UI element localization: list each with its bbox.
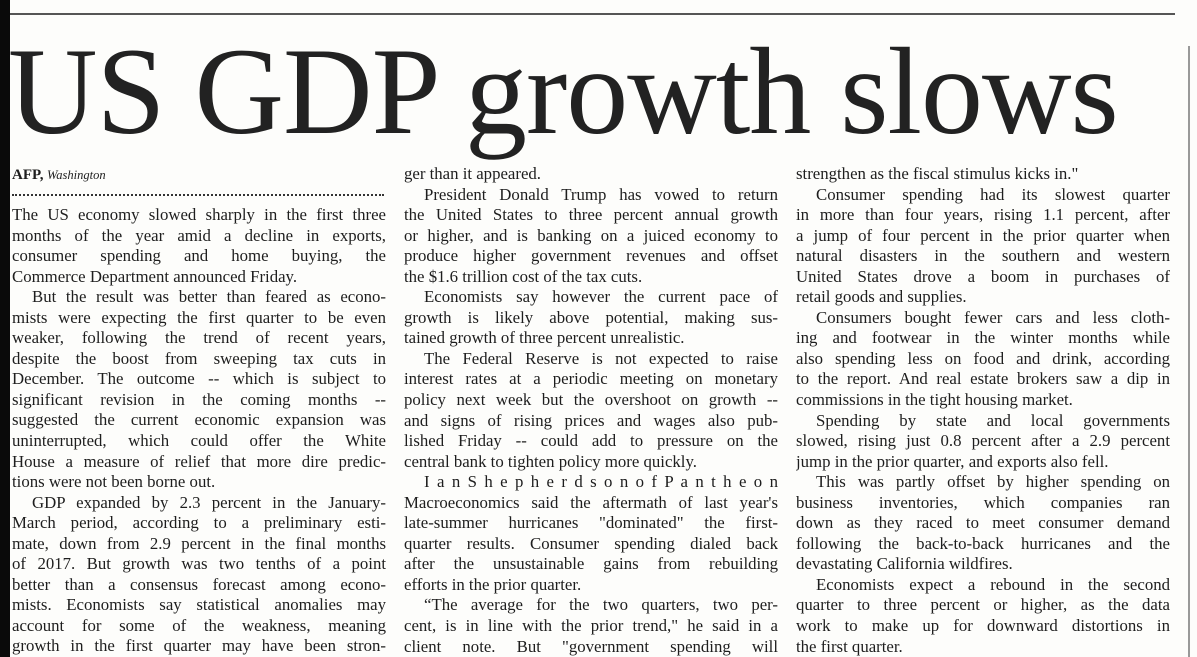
text-line: policy next week but the overshoot on gr… [404,390,778,410]
paragraph: President Donald Trump has vowed to retu… [404,185,778,288]
text-line: months of the year amid a decline in exp… [12,225,386,245]
text-line: This was partly offset by higher spendin… [816,472,1170,492]
text-line: The Federal Reserve is not expected to r… [424,348,778,368]
column-rule [1188,46,1190,657]
text-line: uninterrupted, which could offer the Whi… [12,431,386,451]
paragraph: GDP expanded by 2.3 percent in the Janua… [12,493,386,657]
text-line: a jump of four percent in the prior quar… [796,225,1170,245]
text-line: Economists expect a rebound in the secon… [816,574,1170,594]
text-line: The US economy slowed sharply in the fir… [12,205,386,224]
text-line: of 2017. But growth was two tenths of a … [12,554,386,574]
text-line: Consumer spending had its slowest quarte… [816,184,1170,204]
text-line: in more than four years, rising 1.1 perc… [796,205,1170,225]
paragraph: The US economy slowed sharply in the fir… [12,205,386,287]
text-line: ing and footwear in the winter months wh… [796,328,1170,348]
byline-place: Washington [47,168,106,182]
dotted-divider [12,194,384,196]
text-line: mate, down from 2.9 percent in the final… [12,533,386,553]
text-line: or higher, and is banking on a juiced ec… [404,225,778,245]
text-line: growth in the first quarter may have bee… [12,636,386,656]
text-line: after the unsustainable gains from rebui… [404,554,778,574]
text-line: efforts in the prior quarter. [404,574,582,594]
byline: AFP, Washington [12,167,106,184]
paragraph: ger than it appeared. [404,164,778,185]
text-line: cent, is in line with the prior trend," … [404,616,778,636]
text-line: to the report. And real estate brokers s… [796,369,1170,389]
text-line: lished Friday -- could add to pressure o… [404,431,778,451]
text-line: December. The outcome -- which is subjec… [12,369,386,389]
text-line: suggested the current economic expansion… [12,410,386,430]
text-line: mists. Economists say statistical anomal… [12,595,386,615]
text-line: produce higher government revenues and o… [404,246,778,266]
byline-agency: AFP, [12,167,44,183]
text-line: United States drove a boom in purchases … [796,266,1170,286]
paragraph: Spending by state and local governments s… [796,411,1170,473]
text-line: client note. But "government spending wi… [404,636,778,656]
text-line: business inventories, which companies ra… [796,492,1170,512]
text-line: quarter results. Consumer spending diale… [404,533,778,553]
text-line: interest rates at a periodic meeting on … [404,369,778,389]
top-rule [10,13,1175,15]
text-line: weaker, following the trend of recent ye… [12,328,386,348]
text-line: “The average for the two quarters, two p… [424,595,778,615]
paragraph: Consumers bought fewer cars and less clo… [796,308,1170,411]
text-line: Spending by state and local governments [816,410,1170,430]
headline: US GDP growth slows [8,23,1119,160]
text-line: work to make up for downward distortions… [796,616,1170,636]
paragraph: Consumer spending had its slowest quarte… [796,185,1170,308]
text-line: the $1.6 trillion cost of the tax cuts. [404,266,643,286]
text-line: House a measure of relief that more dire… [12,451,386,471]
paragraph: Economists expect a rebound in the secon… [796,575,1170,657]
text-line: devastating California wildfires. [796,554,1013,574]
text-line: account for some of the weakness, meanin… [12,615,386,635]
text-line: Macroeconomics said the aftermath of las… [404,492,778,512]
paragraph: This was partly offset by higher spendin… [796,472,1170,575]
paragraph: “The average for the two quarters, two p… [404,595,778,657]
text-line: tions were not been borne out. [12,472,216,492]
text-line: mists were expecting the first quarter t… [12,307,386,327]
text-line: the first quarter. [796,636,903,656]
text-line: commissions in the tight housing market. [796,390,1073,410]
paragraph: Economists say however the current pace … [404,287,778,349]
text-line: following the back-to-back hurricanes an… [796,533,1170,553]
text-line: Consumers bought fewer cars and less clo… [816,307,1170,327]
text-line: natural disasters in the southern and we… [796,246,1170,266]
paragraph: The Federal Reserve is not expected to r… [404,349,778,472]
text-line: central bank to tighten policy more quic… [404,451,697,471]
article-column-3: strengthen as the fiscal stimulus kicks … [796,164,1170,657]
text-line: consumer spending and home buying, the [12,246,386,266]
text-line: significant revision in the coming month… [12,389,386,409]
text-line: better than a consensus forecast among e… [12,574,386,594]
text-line: I a n S h e p h e r d s o n o f P a n t … [424,472,778,492]
text-line: growth is likely above potential, making… [404,307,778,327]
text-line: retail goods and supplies. [796,287,967,307]
paragraph: But the result was better than feared as… [12,287,386,492]
left-edge-bar [0,0,10,657]
text-line: and signs of rising prices and wages als… [404,410,778,430]
text-line: GDP expanded by 2.3 percent in the Janua… [32,492,386,512]
text-line: Economists say however the current pace … [424,287,778,307]
text-line: strengthen as the fiscal stimulus kicks … [796,164,1079,183]
text-line: jump in the prior quarter, and exports a… [796,451,1109,471]
text-line: the United States to three percent annua… [404,205,778,225]
text-line: late-summer hurricanes "dominated" the f… [404,513,778,533]
text-line: down as they raced to meet consumer dema… [796,513,1170,533]
text-line: March period, according to a preliminary… [12,513,386,533]
text-line: President Donald Trump has vowed to retu… [424,184,778,204]
paragraph: strengthen as the fiscal stimulus kicks … [796,164,1170,185]
article-column-1: The US economy slowed sharply in the fir… [12,205,386,657]
text-line: ger than it appeared. [404,164,541,183]
text-line: Commerce Department announced Friday. [12,266,298,286]
paragraph: I a n S h e p h e r d s o n o f P a n t … [404,472,778,595]
article-column-2: ger than it appeared. President Donald Tr… [404,164,778,657]
text-line: tained growth of three percent unrealist… [404,328,685,348]
text-line: But the result was better than feared as… [32,287,386,307]
text-line: quarter to three percent or higher, as t… [796,595,1170,615]
text-line: slowed, rising just 0.8 percent after a … [796,431,1170,451]
text-line: also spending less on food and drink, ac… [796,348,1170,368]
text-line: despite the boost from sweeping tax cuts… [12,348,386,368]
